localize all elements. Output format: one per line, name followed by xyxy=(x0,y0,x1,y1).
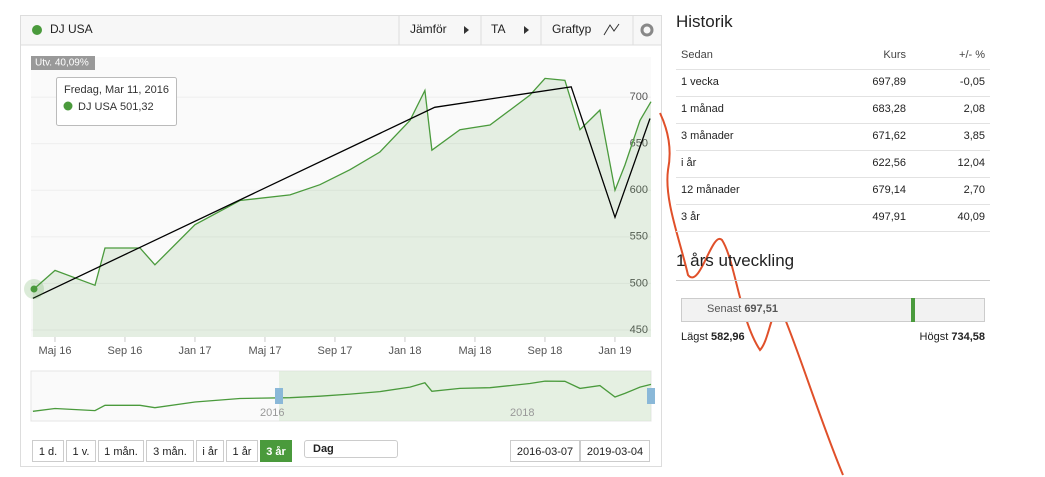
history-cell: 2,08 xyxy=(963,103,985,115)
range-button[interactable]: 1 år xyxy=(226,440,258,462)
header-cell: Kurs xyxy=(883,49,906,61)
price-line xyxy=(32,77,652,291)
range-bar xyxy=(681,298,985,322)
line-icon xyxy=(603,23,620,36)
history-row: 1 vecka 697,89 -0,05 xyxy=(676,69,990,97)
settings-button[interactable] xyxy=(640,23,654,37)
high-value: 734,58 xyxy=(951,331,985,343)
y-tick-label: 550 xyxy=(630,231,648,243)
history-cell: 622,56 xyxy=(872,157,906,169)
latest: Senast 697,51 xyxy=(707,303,778,315)
navigator-series xyxy=(32,380,652,412)
y-tick-label: 500 xyxy=(630,277,648,289)
latest-label: Senast xyxy=(707,303,742,315)
range-button[interactable]: 1 mån. xyxy=(98,440,144,462)
low-value: 582,96 xyxy=(710,331,745,343)
x-tick-label: Maj 16 xyxy=(38,345,71,357)
series-dot xyxy=(32,25,42,35)
history-row: 12 månader 679,14 2,70 xyxy=(676,177,990,205)
ta-button[interactable]: TA xyxy=(491,22,505,36)
history-row: 1 månad 683,28 2,08 xyxy=(676,96,990,124)
tooltip xyxy=(56,77,177,126)
arrow xyxy=(464,26,469,34)
history-cell: 1 månad xyxy=(681,103,724,115)
tooltip-series: DJ USA xyxy=(78,101,118,113)
history-cell: 3 år xyxy=(681,211,700,223)
series-name: DJ USA xyxy=(50,22,93,36)
tooltip-date: Fredag, Mar 11, 2016 xyxy=(64,84,169,96)
navigator-line xyxy=(32,380,652,412)
history-cell: 3,85 xyxy=(963,130,985,142)
history-cell: 1 vecka xyxy=(681,76,719,88)
history-row: 3 år 497,91 40,09 xyxy=(676,204,990,232)
tooltip-dot xyxy=(63,101,73,111)
tooltip-value: 501,32 xyxy=(120,101,154,113)
hover-point xyxy=(30,285,38,293)
x-tick-label: Maj 18 xyxy=(458,345,491,357)
history-cell: 671,62 xyxy=(872,130,906,142)
history-cell: i år xyxy=(681,157,697,169)
x-tick-label: Jan 19 xyxy=(598,345,631,357)
history-row: 3 månader 671,62 3,85 xyxy=(676,123,990,151)
y-tick-label: 600 xyxy=(630,184,648,196)
history-title: Historik xyxy=(676,12,733,31)
navigator-handle[interactable] xyxy=(647,388,655,404)
history-header: Sedan Kurs +/- % xyxy=(676,42,990,70)
compare-button[interactable]: Jämför xyxy=(410,22,447,36)
chart-type-button[interactable]: Graftyp xyxy=(552,22,592,36)
change-label: Utv. 40,09% xyxy=(35,58,89,69)
header-cell: +/- % xyxy=(959,49,985,61)
y-tick-label: 700 xyxy=(630,91,648,103)
range-button[interactable]: 3 mån. xyxy=(146,440,194,462)
change-badge xyxy=(31,56,95,70)
development-title: 1 års utveckling xyxy=(676,251,795,270)
history-cell: 2,70 xyxy=(963,184,985,196)
high-label: Högst xyxy=(919,331,949,343)
navigator-selection[interactable] xyxy=(279,371,651,421)
y-tick-label: 450 xyxy=(630,324,648,336)
navigator-label: 2018 xyxy=(510,407,534,419)
range-marker xyxy=(911,298,915,322)
x-tick-label: Sep 16 xyxy=(108,345,143,357)
high: Högst 734,58 xyxy=(920,331,985,343)
x-tick-label: Maj 17 xyxy=(248,345,281,357)
navigator-handle[interactable] xyxy=(275,388,283,404)
history-cell: 40,09 xyxy=(957,211,985,223)
history-cell: 683,28 xyxy=(872,103,906,115)
plot: 450 500 550 600 650 700 Maj 16 Sep 16 Jan 17 Maj … xyxy=(31,77,652,357)
history-cell: 697,89 xyxy=(872,76,906,88)
divider xyxy=(676,280,990,281)
toolbar xyxy=(21,16,661,45)
arrow xyxy=(524,26,529,34)
latest-value: 697,51 xyxy=(744,303,778,315)
date-to[interactable]: 2019-03-04 xyxy=(580,440,650,462)
price-line-area xyxy=(32,78,651,338)
range-button-active[interactable]: 3 år xyxy=(260,440,292,462)
x-tick-label: Jan 17 xyxy=(178,345,211,357)
low: Lägst 582,96 xyxy=(681,331,745,343)
trend-line xyxy=(32,86,651,299)
history-cell: 3 månader xyxy=(681,130,734,142)
navigator-label: 2016 xyxy=(260,407,284,419)
x-tick-label: Sep 18 xyxy=(528,345,563,357)
interval-select[interactable]: Dag xyxy=(304,440,398,458)
x-tick-label: Jan 18 xyxy=(388,345,421,357)
date-from[interactable]: 2016-03-07 xyxy=(510,440,580,462)
y-tick-label: 650 xyxy=(630,138,648,150)
history-cell: -0,05 xyxy=(959,76,985,88)
range-button[interactable]: 1 d. xyxy=(32,440,64,462)
annotation-scribble xyxy=(659,112,844,476)
range-button[interactable]: i år xyxy=(196,440,224,462)
history-cell: 679,14 xyxy=(872,184,906,196)
low-label: Lägst xyxy=(681,331,708,343)
header-cell: Sedan xyxy=(681,49,713,61)
x-tick-label: Sep 17 xyxy=(318,345,353,357)
range-button[interactable]: 1 v. xyxy=(66,440,96,462)
history-cell: 497,91 xyxy=(872,211,906,223)
history-row: i år 622,56 12,04 xyxy=(676,150,990,178)
history-cell: 12,04 xyxy=(957,157,985,169)
history-cell: 12 månader xyxy=(681,184,740,196)
